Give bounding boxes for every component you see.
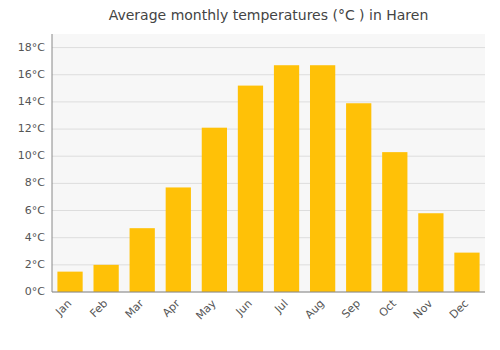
title: Average monthly temperatures (°C ) in Ha… xyxy=(109,7,429,23)
bars xyxy=(57,65,479,292)
y-tick-label: 12°C xyxy=(18,122,45,135)
plot-background xyxy=(52,34,485,292)
grid-line xyxy=(52,156,485,157)
grid-line xyxy=(52,129,485,130)
y-tick-label: 8°C xyxy=(25,176,45,189)
grid-line xyxy=(52,292,485,293)
grid-line xyxy=(52,210,485,211)
x-tick-label: Oct xyxy=(376,297,399,320)
grid-line xyxy=(52,47,485,48)
x-tick-label: Apr xyxy=(160,297,183,320)
bar xyxy=(310,65,335,292)
y-tick-label: 18°C xyxy=(18,41,45,54)
bar xyxy=(454,253,479,292)
bar xyxy=(382,152,407,292)
grid xyxy=(52,48,485,292)
y-tick-label: 14°C xyxy=(18,95,45,108)
x-tick-label: Dec xyxy=(447,297,471,321)
bar xyxy=(57,272,82,292)
bar xyxy=(166,187,191,292)
bar xyxy=(93,265,118,292)
grid-line xyxy=(52,183,485,184)
x-tick-label: Jul xyxy=(271,297,290,316)
x-tick-label: Jan xyxy=(52,297,74,319)
y-tick-label: 10°C xyxy=(18,149,45,162)
y-tick-label: 4°C xyxy=(25,231,45,244)
y-tick-label: 2°C xyxy=(25,258,45,271)
y-axis: 0°C 2°C 4°C 6°C 8°C 10°C 12°C 14°C 16°C 18°C xyxy=(18,41,45,298)
x-axis: Jan Feb Mar Apr May Jun Jul Aug Sep Oct Nov Dec xyxy=(52,297,471,323)
bar xyxy=(202,128,227,292)
y-tick-label: 0°C xyxy=(25,285,45,298)
x-tick-label: Aug xyxy=(302,297,326,321)
bar xyxy=(418,213,443,292)
y-axis-line xyxy=(52,34,53,292)
bar xyxy=(274,65,299,292)
x-tick-label: Nov xyxy=(411,297,436,322)
y-tick-label: 6°C xyxy=(25,204,45,217)
x-axis-line xyxy=(52,292,485,293)
x-tick-label: May xyxy=(193,297,219,323)
chart: 0°C 2°C 4°C 6°C 8°C 10°C 12°C 14°C 16°C 18°C Jan Fe… xyxy=(0,0,500,350)
y-tick-label: 16°C xyxy=(18,68,45,81)
grid-line xyxy=(52,101,485,102)
bar xyxy=(130,228,155,292)
x-tick-label: Feb xyxy=(87,297,110,320)
grid-line xyxy=(52,74,485,75)
x-tick-label: Sep xyxy=(339,297,363,321)
x-tick-label: Jun xyxy=(233,297,255,319)
bar xyxy=(346,103,371,292)
x-tick-label: Mar xyxy=(123,297,147,321)
bar xyxy=(238,86,263,292)
